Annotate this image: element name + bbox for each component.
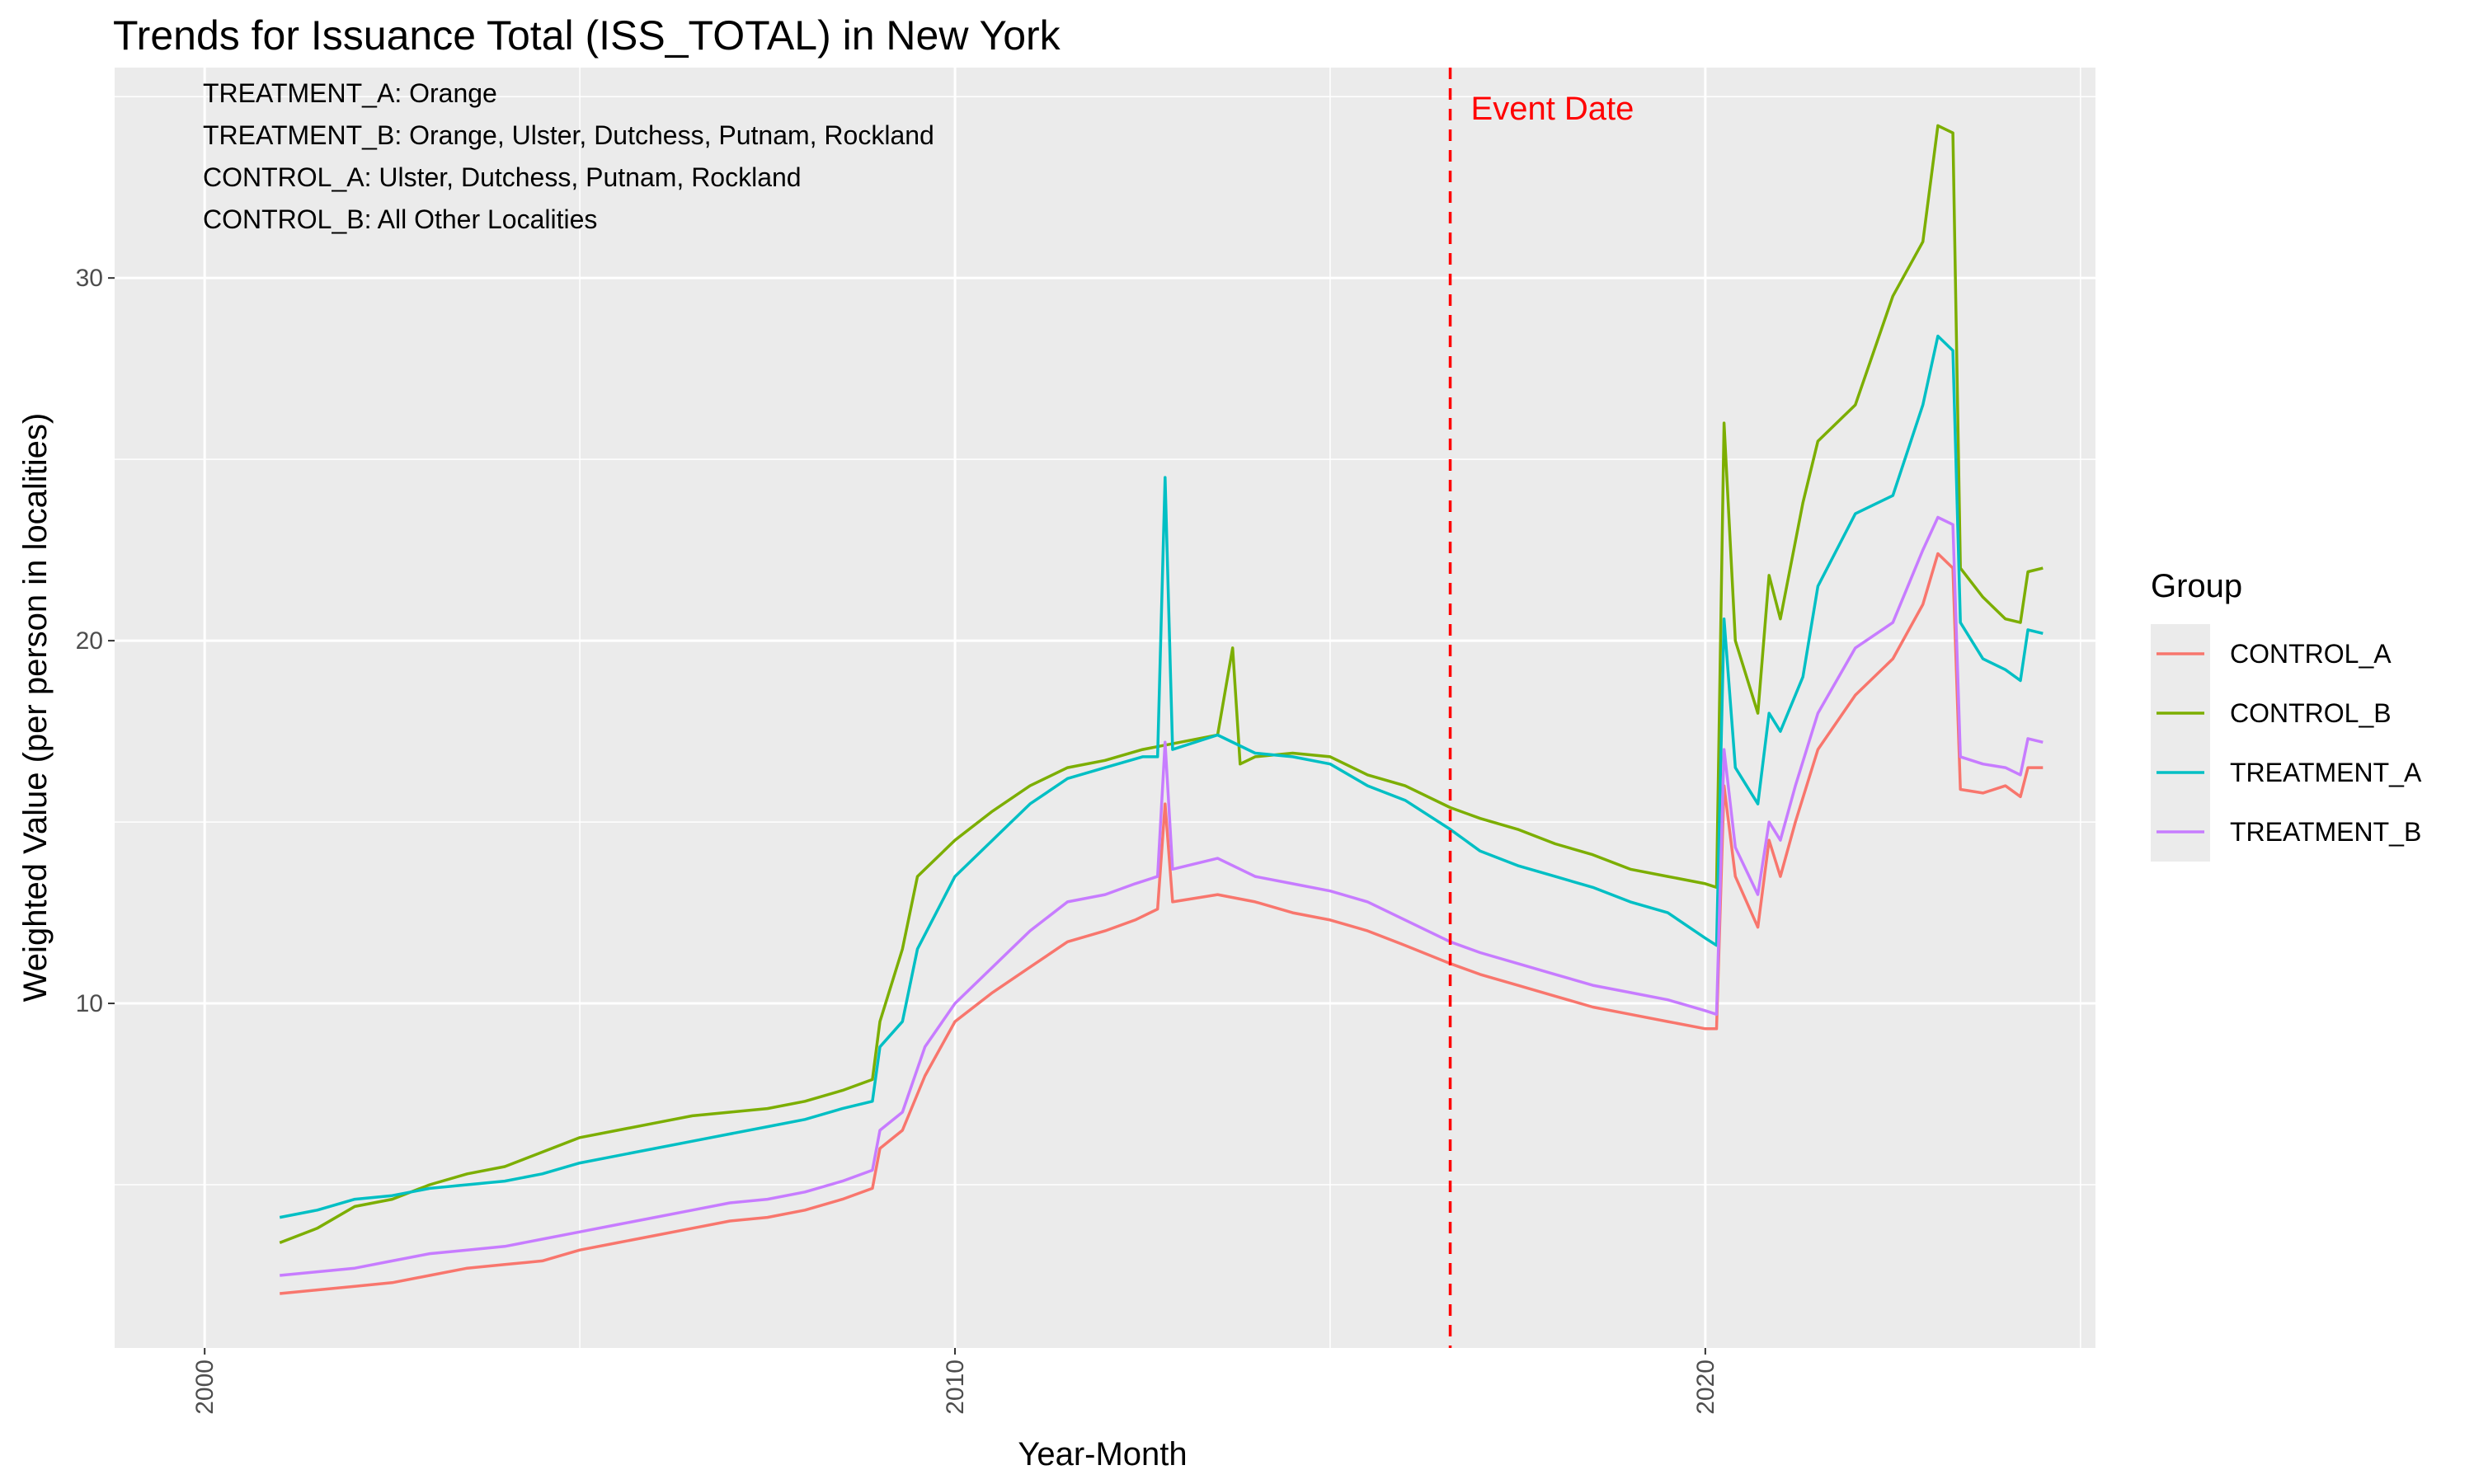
- gridlines: [115, 68, 2095, 1348]
- event-marker: Event Date: [1448, 68, 1634, 1348]
- series-lines: [279, 124, 2044, 1295]
- y-tick-label: 30: [76, 265, 103, 292]
- x-axis-title: Year-Month: [1018, 1436, 1187, 1472]
- y-tick-label: 10: [76, 990, 103, 1017]
- legend-title: Group: [2151, 568, 2242, 604]
- plot-panel: [115, 68, 2095, 1348]
- legend-label: TREATMENT_B: [2230, 817, 2421, 847]
- series-line-treatment-b: [280, 515, 2044, 1277]
- series-line-treatment-a: [279, 334, 2044, 1219]
- event-date-label: Event Date: [1471, 91, 1634, 127]
- x-axis-ticks: 2000 2010 2020: [191, 1348, 1719, 1415]
- chart-title: Trends for Issuance Total (ISS_TOTAL) in…: [113, 12, 1061, 59]
- annotation-treatment-a: TREATMENT_A: Orange: [203, 78, 497, 108]
- y-axis-ticks: 10 20 30: [76, 265, 115, 1017]
- legend-label: CONTROL_A: [2230, 639, 2392, 669]
- annotation-treatment-b: TREATMENT_B: Orange, Ulster, Dutchess, P…: [203, 120, 934, 150]
- x-tick-label: 2020: [1692, 1360, 1719, 1415]
- y-tick-label: 20: [76, 627, 103, 655]
- legend-label: TREATMENT_A: [2230, 758, 2422, 787]
- x-tick-label: 2010: [942, 1360, 969, 1415]
- legend: Group CONTROL_A CONTROL_B TREATMENT_A TREAT…: [2151, 568, 2422, 862]
- series-line-control-a: [280, 552, 2044, 1295]
- annotations: TREATMENT_A: Orange TREATMENT_B: Orange,…: [203, 78, 934, 234]
- legend-label: CONTROL_B: [2230, 698, 2392, 728]
- annotation-control-b: CONTROL_B: All Other Localities: [203, 204, 597, 234]
- y-axis-title: Weighted Value (per person in localities…: [17, 413, 54, 1002]
- x-tick-label: 2000: [191, 1360, 219, 1415]
- annotation-control-a: CONTROL_A: Ulster, Dutchess, Putnam, Roc…: [203, 162, 802, 192]
